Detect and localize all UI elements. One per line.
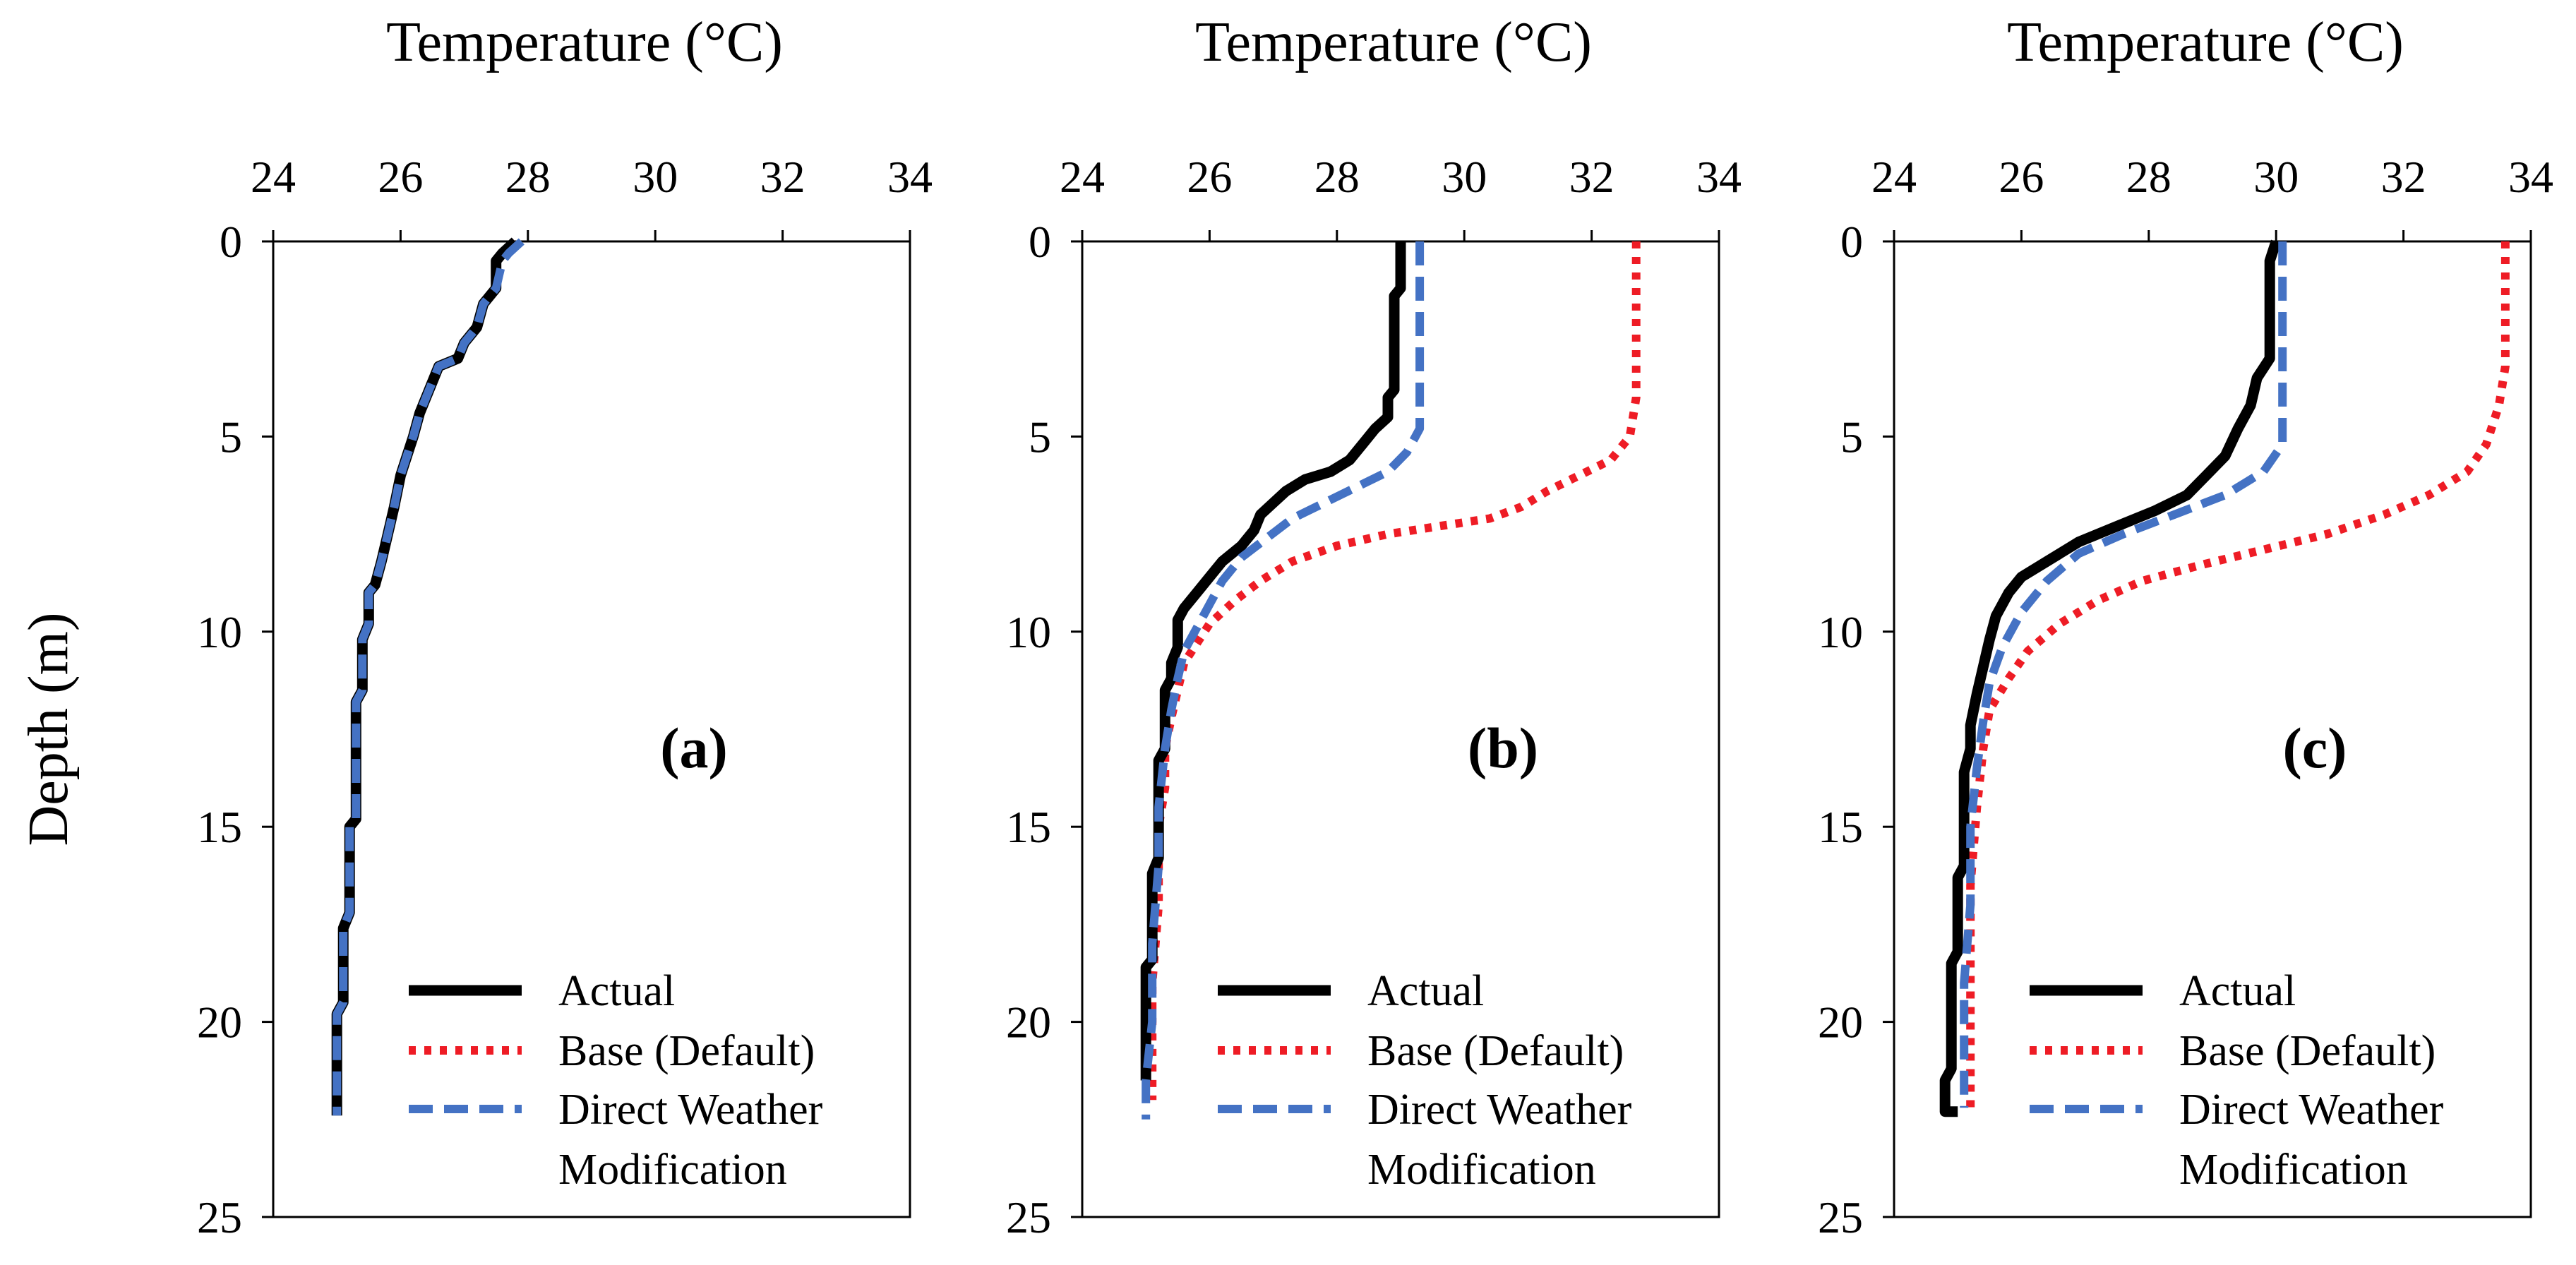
series-line-dwm xyxy=(1142,241,1425,1120)
series-line-dwm xyxy=(333,238,525,1116)
panel-label: (b) xyxy=(1468,716,1538,780)
panel-b: 24 26 28 30 32 34 0 5 10 15 20 25 Temperature (°C) (b… xyxy=(1006,11,1742,1242)
y-tick-label: 5 xyxy=(220,412,242,462)
x-tick-label: 30 xyxy=(1442,152,1487,202)
legend-label: Actual xyxy=(1367,967,1484,1015)
x-tick-label: 24 xyxy=(1060,152,1105,202)
x-tick-label: 30 xyxy=(633,152,678,202)
x-tick-label: 34 xyxy=(887,152,933,202)
y-tick-label: 25 xyxy=(1818,1192,1863,1242)
panel-label: (a) xyxy=(660,716,728,780)
y-tick-label: 20 xyxy=(1818,997,1863,1048)
panel-label: (c) xyxy=(2282,716,2347,780)
x-tick-label: 30 xyxy=(2253,152,2299,202)
series-line-actual xyxy=(1140,241,1406,1081)
x-tick-label: 28 xyxy=(2126,152,2171,202)
y-tick-label: 20 xyxy=(197,997,242,1048)
y-tick-label: 0 xyxy=(1840,217,1863,267)
x-tick-label: 24 xyxy=(251,152,296,202)
x-tick-label: 28 xyxy=(1314,152,1360,202)
y-tick-label: 20 xyxy=(1006,997,1051,1048)
x-tick-label: 24 xyxy=(1871,152,1917,202)
series-line-actual xyxy=(1939,239,2282,1117)
y-tick-label: 15 xyxy=(197,802,242,852)
x-tick-label: 32 xyxy=(2381,152,2426,202)
y-tick-label: 5 xyxy=(1840,412,1863,462)
plot-frame xyxy=(272,240,911,1218)
legend-label: Base (Default) xyxy=(1367,1027,1624,1075)
y-axis-title: Depth (m) xyxy=(18,612,80,846)
legend-label: Base (Default) xyxy=(2179,1027,2436,1075)
x-tick-label: 26 xyxy=(1187,152,1232,202)
plot-frame xyxy=(1893,240,2532,1218)
y-tick-label: 0 xyxy=(1029,217,1051,267)
legend-label: Modification xyxy=(558,1146,787,1194)
y-tick-label: 10 xyxy=(197,607,242,657)
panel-a: 24 26 28 30 32 34 0 5 10 15 20 25 Temperature (°C) (a… xyxy=(197,11,933,1242)
y-tick-label: 15 xyxy=(1006,802,1051,852)
y-tick-label: 15 xyxy=(1818,802,1863,852)
x-tick-label: 34 xyxy=(1696,152,1742,202)
x-tick-label: 32 xyxy=(760,152,805,202)
x-axis-title: Temperature (°C) xyxy=(386,11,783,73)
series-line-base xyxy=(1148,241,1641,1101)
legend-label: Actual xyxy=(2179,967,2296,1015)
x-tick-label: 26 xyxy=(1999,152,2044,202)
y-tick-label: 25 xyxy=(197,1192,242,1242)
legend: Actual Base (Default) Direct Weather Modifi… xyxy=(409,967,823,1194)
legend-label: Modification xyxy=(1367,1146,1596,1194)
y-tick-label: 5 xyxy=(1029,412,1051,462)
legend-label: Modification xyxy=(2179,1146,2408,1194)
x-axis-title: Temperature (°C) xyxy=(1195,11,1592,73)
legend-label: Direct Weather xyxy=(1367,1086,1632,1134)
legend-label: Direct Weather xyxy=(2179,1086,2444,1134)
y-tick-label: 10 xyxy=(1006,607,1051,657)
panel-c: 24 26 28 30 32 34 0 5 10 15 20 25 Temperature (°C) (c… xyxy=(1818,11,2553,1242)
legend-label: Direct Weather xyxy=(558,1086,823,1134)
legend-label: Base (Default) xyxy=(558,1027,815,1075)
x-tick-label: 32 xyxy=(1569,152,1615,202)
series-line-dwm xyxy=(1960,241,2287,1108)
x-tick-label: 26 xyxy=(378,152,423,202)
x-axis-title: Temperature (°C) xyxy=(2007,11,2404,73)
x-tick-label: 34 xyxy=(2508,152,2553,202)
series-line-base xyxy=(1966,241,2510,1108)
y-tick-label: 0 xyxy=(220,217,242,267)
y-tick-label: 25 xyxy=(1006,1192,1051,1242)
legend: Actual Base (Default) Direct Weather Modifi… xyxy=(2030,967,2444,1194)
y-tick-label: 10 xyxy=(1818,607,1863,657)
legend-label: Actual xyxy=(558,967,675,1015)
legend: Actual Base (Default) Direct Weather Modifi… xyxy=(1218,967,1632,1194)
x-tick-label: 28 xyxy=(505,152,551,202)
